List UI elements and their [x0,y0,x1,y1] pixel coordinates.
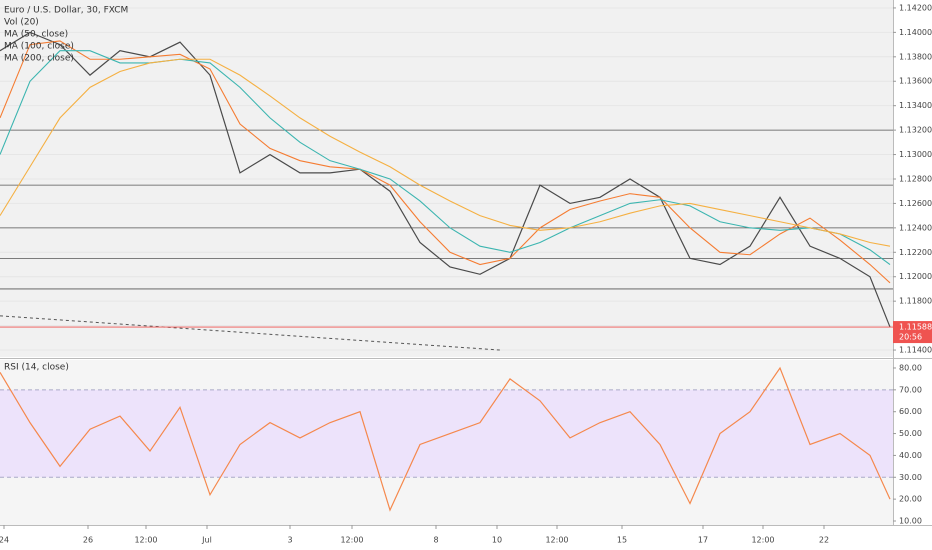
legend-entry: MA (100, close) [4,42,74,52]
y-tick-label: 10.00 [899,516,922,525]
y-tick-label: 30.00 [899,473,922,482]
x-tick-label: 17 [698,536,708,545]
countdown-label: 20:56 [899,333,922,342]
y-tick-label: 1.13800 [899,52,932,61]
y-tick-label: 1.11400 [899,346,932,355]
series-line [0,366,891,512]
y-tick-label: 1.12200 [899,248,932,257]
y-tick-label: 40.00 [899,451,922,460]
x-tick-label: 26 [83,536,93,545]
x-tick-label: Jul [201,536,212,545]
y-tick-label: 70.00 [899,385,922,394]
x-tick-label: 12:00 [751,536,774,545]
y-tick-label: 1.13200 [899,126,932,135]
last-price-label: 1.11588 [899,323,932,332]
x-tick-label: 10 [492,536,502,545]
x-tick-label: 3 [287,536,292,545]
y-tick-label: 80.00 [899,363,922,372]
y-tick-label: 50.00 [899,429,922,438]
x-tick-label: 12:00 [545,536,568,545]
y-tick-label: 1.14000 [899,28,932,37]
rsi-band [0,389,893,478]
x-tick-label: 12:00 [134,536,157,545]
chart-title: Euro / U.S. Dollar, 30, FXCM [4,6,128,16]
y-tick-label: 1.13400 [899,101,932,110]
vol-legend: Vol (20) [4,18,39,28]
y-tick-label: 1.12000 [899,272,932,281]
rsi-title: RSI (14, close) [4,363,69,373]
y-tick-label: 20.00 [899,495,922,504]
last-price-box [893,321,932,344]
x-tick-label: 8 [433,536,438,545]
y-tick-label: 1.13000 [899,150,932,159]
x-tick-label: 22 [819,536,829,545]
series-line [0,58,891,247]
x-tick-label: 15 [617,536,627,545]
x-tick-label: 12:00 [340,536,363,545]
y-tick-label: 60.00 [899,407,922,416]
series-line [0,40,891,284]
y-tick-label: 1.14200 [899,3,932,12]
y-tick-label: 1.12800 [899,174,932,183]
y-tick-label: 1.12600 [899,199,932,208]
x-tick-label: 24 [0,536,9,545]
legend-entry: MA (200, close) [4,54,74,64]
y-tick-label: 1.11800 [899,297,932,306]
legend-entry: MA (50, close) [4,30,68,40]
y-tick-label: 1.13600 [899,77,932,86]
y-tick-label: 1.12400 [899,223,932,232]
